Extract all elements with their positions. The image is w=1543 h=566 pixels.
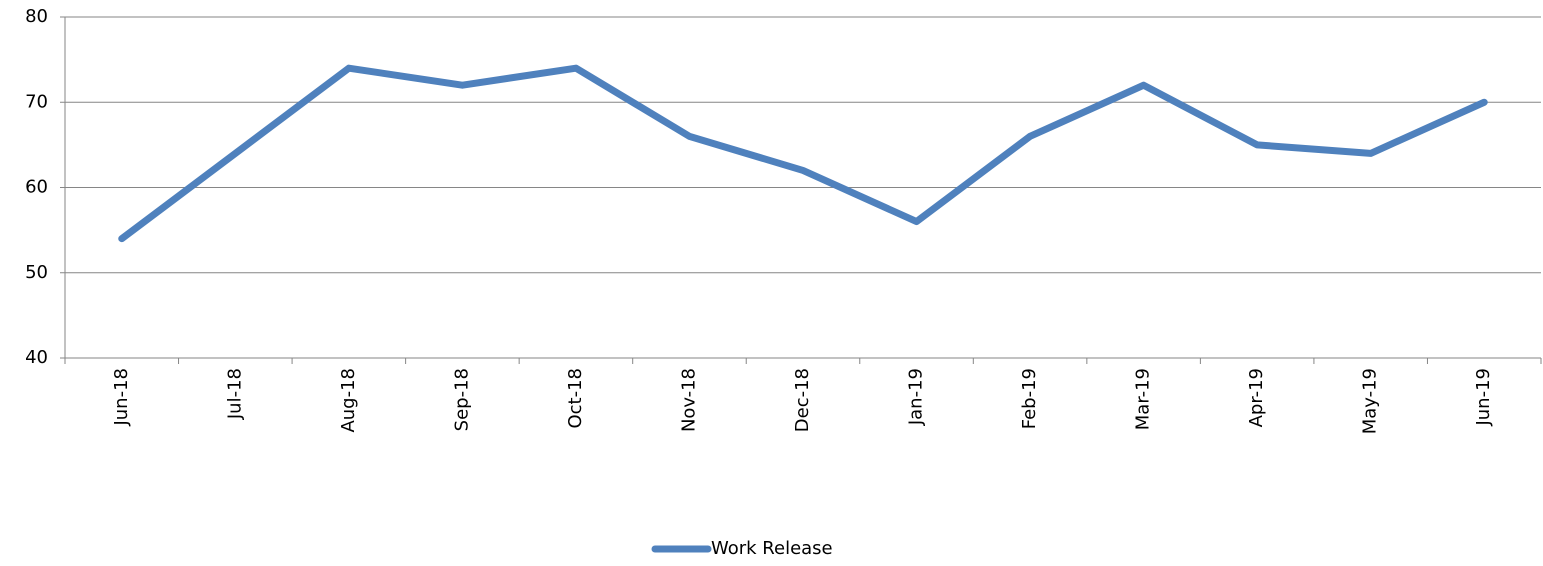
x-tick-label: Oct-18 — [565, 368, 586, 429]
x-tick-label: Nov-18 — [678, 368, 699, 432]
y-tick-label: 80 — [25, 6, 48, 27]
x-tick-label: Jul-18 — [224, 368, 245, 420]
y-tick-label: 40 — [25, 347, 48, 368]
legend-label: Work Release — [711, 538, 833, 559]
x-tick-label: Jan-19 — [906, 368, 927, 426]
x-tick-label: Aug-18 — [338, 368, 359, 433]
y-tick-label: 60 — [25, 177, 48, 198]
y-tick-label: 70 — [25, 91, 48, 112]
x-tick-label: Feb-19 — [1019, 368, 1040, 429]
x-tick-label: Jun-19 — [1473, 368, 1494, 427]
x-tick-label: Sep-18 — [451, 368, 472, 431]
series-line — [118, 64, 1488, 243]
x-tick-label: May-19 — [1360, 368, 1381, 434]
x-tick-label: Jun-18 — [111, 368, 132, 427]
x-tick-label: Dec-18 — [792, 368, 813, 432]
x-tick-label: Mar-19 — [1133, 368, 1154, 430]
x-tick-label: Apr-19 — [1246, 368, 1267, 427]
y-tick-label: 50 — [25, 262, 48, 283]
